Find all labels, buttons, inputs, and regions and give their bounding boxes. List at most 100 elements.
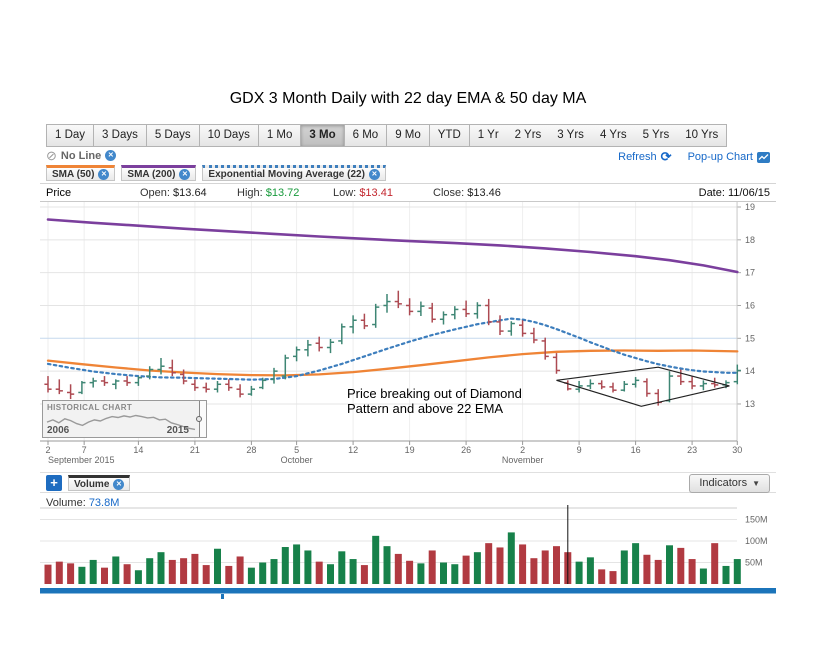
indicator-chip-label: SMA (50) xyxy=(52,168,95,180)
volume-chart-canvas[interactable]: 150M 100M 50M xyxy=(40,495,776,607)
historical-chart-navigator[interactable]: HISTORICAL CHART 2006 2015 xyxy=(42,400,207,438)
close-icon[interactable]: ✕ xyxy=(368,168,380,180)
historical-slider-handle[interactable] xyxy=(196,416,202,422)
chart-links: Refresh ⟳ Pop-up Chart xyxy=(618,149,770,165)
indicator-chip-label: Exponential Moving Average (22) xyxy=(208,168,365,180)
indicator-chip-label: SMA (200) xyxy=(127,168,176,180)
svg-text:12: 12 xyxy=(348,445,358,455)
svg-text:30: 30 xyxy=(732,445,742,455)
tab-3-mo[interactable]: 3 Mo xyxy=(300,124,345,147)
price-chart-canvas[interactable]: 19 18 17 16 15 14 13 2 7 14 21 28 5 12 19 26 2 9 16 23 30 Sep… xyxy=(40,202,776,470)
no-line-chip[interactable]: ⊘ No Line ✕ xyxy=(46,148,117,163)
svg-text:23: 23 xyxy=(687,445,697,455)
tab-ytd[interactable]: YTD xyxy=(428,124,470,147)
svg-text:7: 7 xyxy=(82,445,87,455)
close-icon[interactable]: ✕ xyxy=(105,150,117,161)
svg-text:5: 5 xyxy=(294,445,299,455)
refresh-icon: ⟳ xyxy=(660,149,672,164)
svg-text:September 2015: September 2015 xyxy=(48,455,115,465)
svg-text:16: 16 xyxy=(631,445,641,455)
diamond-pattern-lines xyxy=(556,366,730,407)
time-range-tab-group-years: 1 Yr 2 Yrs 3 Yrs 4 Yrs 5 Yrs 10 Yrs xyxy=(468,124,728,147)
svg-text:18: 18 xyxy=(745,235,755,245)
svg-text:50M: 50M xyxy=(745,558,763,568)
no-line-icon: ⊘ xyxy=(46,148,57,163)
x-axis: 2 7 14 21 28 5 12 19 26 2 9 16 23 30 September 2015 Oct… xyxy=(40,440,742,465)
sma200-line xyxy=(46,218,739,274)
close-icon[interactable]: ✕ xyxy=(179,168,191,180)
volume-chip-label: Volume xyxy=(74,478,110,490)
close-icon[interactable]: ✕ xyxy=(113,478,125,490)
indicator-chip-sma-50-[interactable]: SMA (50) ✕ xyxy=(46,165,116,181)
tab-10-yrs[interactable]: 10 Yrs xyxy=(685,129,719,141)
svg-text:19: 19 xyxy=(745,202,755,212)
tab-4-yrs[interactable]: 4 Yrs xyxy=(599,129,627,141)
no-line-label: No Line xyxy=(60,149,102,162)
volume-readout: Volume: 73.8M xyxy=(46,497,120,509)
sma50-line xyxy=(46,349,739,377)
tab-3-yrs[interactable]: 3 Yrs xyxy=(557,129,584,141)
volume-bars xyxy=(44,532,741,584)
popup-chart-label: Pop-up Chart xyxy=(687,151,753,163)
refresh-link[interactable]: Refresh ⟳ xyxy=(618,149,671,165)
historical-start-year: 2006 xyxy=(47,425,70,436)
svg-text:17: 17 xyxy=(745,268,755,278)
svg-text:13: 13 xyxy=(745,399,755,409)
date-readout: Date: 11/06/15 xyxy=(698,187,770,199)
svg-text:14: 14 xyxy=(133,445,143,455)
svg-text:2: 2 xyxy=(520,445,525,455)
svg-text:October: October xyxy=(281,455,313,465)
historical-chart-title: HISTORICAL CHART xyxy=(47,403,133,412)
price-axis-labels: 19 18 17 16 15 14 13 xyxy=(745,202,755,409)
chart-annotation: Price breaking out of Diamond Pattern an… xyxy=(347,386,522,416)
volume-panel-header: + Volume ✕ Indicators ▼ xyxy=(40,472,776,493)
svg-text:21: 21 xyxy=(190,445,200,455)
add-indicator-button[interactable]: + xyxy=(46,475,62,491)
tab-6-mo[interactable]: 6 Mo xyxy=(343,124,388,147)
svg-text:November: November xyxy=(502,455,544,465)
svg-text:150M: 150M xyxy=(745,515,768,525)
svg-text:26: 26 xyxy=(461,445,471,455)
svg-text:100M: 100M xyxy=(745,536,768,546)
indicator-chip-exponential-moving-average-22-[interactable]: Exponential Moving Average (22) ✕ xyxy=(202,165,386,181)
tab-1-day[interactable]: 1 Day xyxy=(46,124,95,147)
historical-sparkline xyxy=(46,414,196,431)
volume-chip[interactable]: Volume ✕ xyxy=(68,475,131,491)
price-panel-header: Price Open: $13.64 High: $13.72 Low: $13… xyxy=(40,183,776,202)
low-readout: Low: $13.41 xyxy=(333,187,393,199)
svg-text:2: 2 xyxy=(45,445,50,455)
chevron-down-icon: ▼ xyxy=(752,479,760,488)
panel-label: Price xyxy=(46,187,72,199)
tab-2-yrs[interactable]: 2 Yrs xyxy=(514,129,542,141)
svg-text:14: 14 xyxy=(745,366,755,376)
popup-chart-icon xyxy=(757,151,770,163)
chart-subtoolbar: ⊘ No Line ✕ Refresh ⟳ Pop-up Chart xyxy=(46,149,770,165)
chart-scrollbar[interactable] xyxy=(40,588,776,599)
popup-chart-link[interactable]: Pop-up Chart xyxy=(688,151,770,163)
close-readout: Close: $13.46 xyxy=(433,187,501,199)
tab-1-mo[interactable]: 1 Mo xyxy=(257,124,302,147)
indicators-button-label: Indicators xyxy=(699,477,748,489)
svg-text:9: 9 xyxy=(577,445,582,455)
svg-text:19: 19 xyxy=(405,445,415,455)
time-range-tabbar: 1 Day 3 Days 5 Days 10 Days 1 Mo 3 Mo 6 Mo 9 Mo… xyxy=(46,124,728,147)
tab-5-yrs[interactable]: 5 Yrs xyxy=(642,129,670,141)
historical-end-year: 2015 xyxy=(166,425,189,436)
tab-3-days[interactable]: 3 Days xyxy=(93,124,147,147)
tab-9-mo[interactable]: 9 Mo xyxy=(386,124,430,147)
open-readout: Open: $13.64 xyxy=(140,187,207,199)
close-icon[interactable]: ✕ xyxy=(98,168,110,180)
indicator-chip-row: SMA (50) ✕ SMA (200) ✕ Exponential Moving Av… xyxy=(46,165,386,181)
refresh-label: Refresh xyxy=(618,151,657,163)
page-title: GDX 3 Month Daily with 22 day EMA & 50 d… xyxy=(229,90,587,107)
tab-10-days[interactable]: 10 Days xyxy=(198,124,259,147)
indicators-dropdown-button[interactable]: Indicators ▼ xyxy=(689,474,770,493)
tab-1-yr[interactable]: 1 Yr xyxy=(477,129,499,141)
svg-text:16: 16 xyxy=(745,300,755,310)
volume-axis-labels: 150M 100M 50M xyxy=(745,515,768,568)
indicator-chip-sma-200-[interactable]: SMA (200) ✕ xyxy=(121,165,197,181)
ema22-dashed-line xyxy=(46,317,739,381)
tab-5-days[interactable]: 5 Days xyxy=(145,124,200,147)
svg-text:28: 28 xyxy=(246,445,256,455)
svg-text:15: 15 xyxy=(745,333,755,343)
